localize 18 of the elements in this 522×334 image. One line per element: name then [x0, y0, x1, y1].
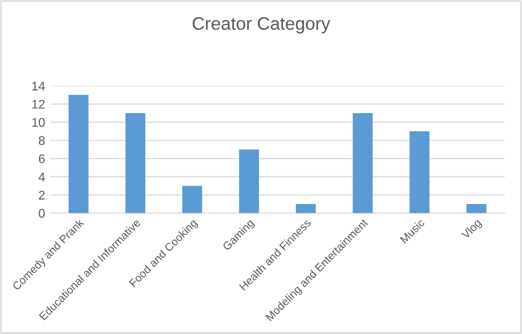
y-tick-label: 6 — [38, 154, 45, 164]
bar — [239, 149, 259, 214]
y-tick-label: 4 — [38, 172, 45, 182]
bar — [296, 204, 316, 214]
bar — [410, 131, 430, 214]
y-tick-label: 2 — [38, 190, 45, 200]
y-tick-label: 14 — [32, 82, 45, 90]
chart-title: Creator Category — [192, 17, 330, 34]
bar — [125, 113, 146, 214]
bar — [68, 94, 88, 214]
bar — [182, 186, 202, 214]
y-tick-label: 12 — [32, 100, 45, 109]
bar — [352, 113, 373, 214]
y-tick-label: 8 — [38, 136, 45, 146]
bar — [466, 204, 486, 214]
y-tick-label: 10 — [32, 118, 45, 127]
y-tick-label: 0 — [38, 208, 45, 218]
x-tick-label: Vlog — [460, 218, 484, 241]
